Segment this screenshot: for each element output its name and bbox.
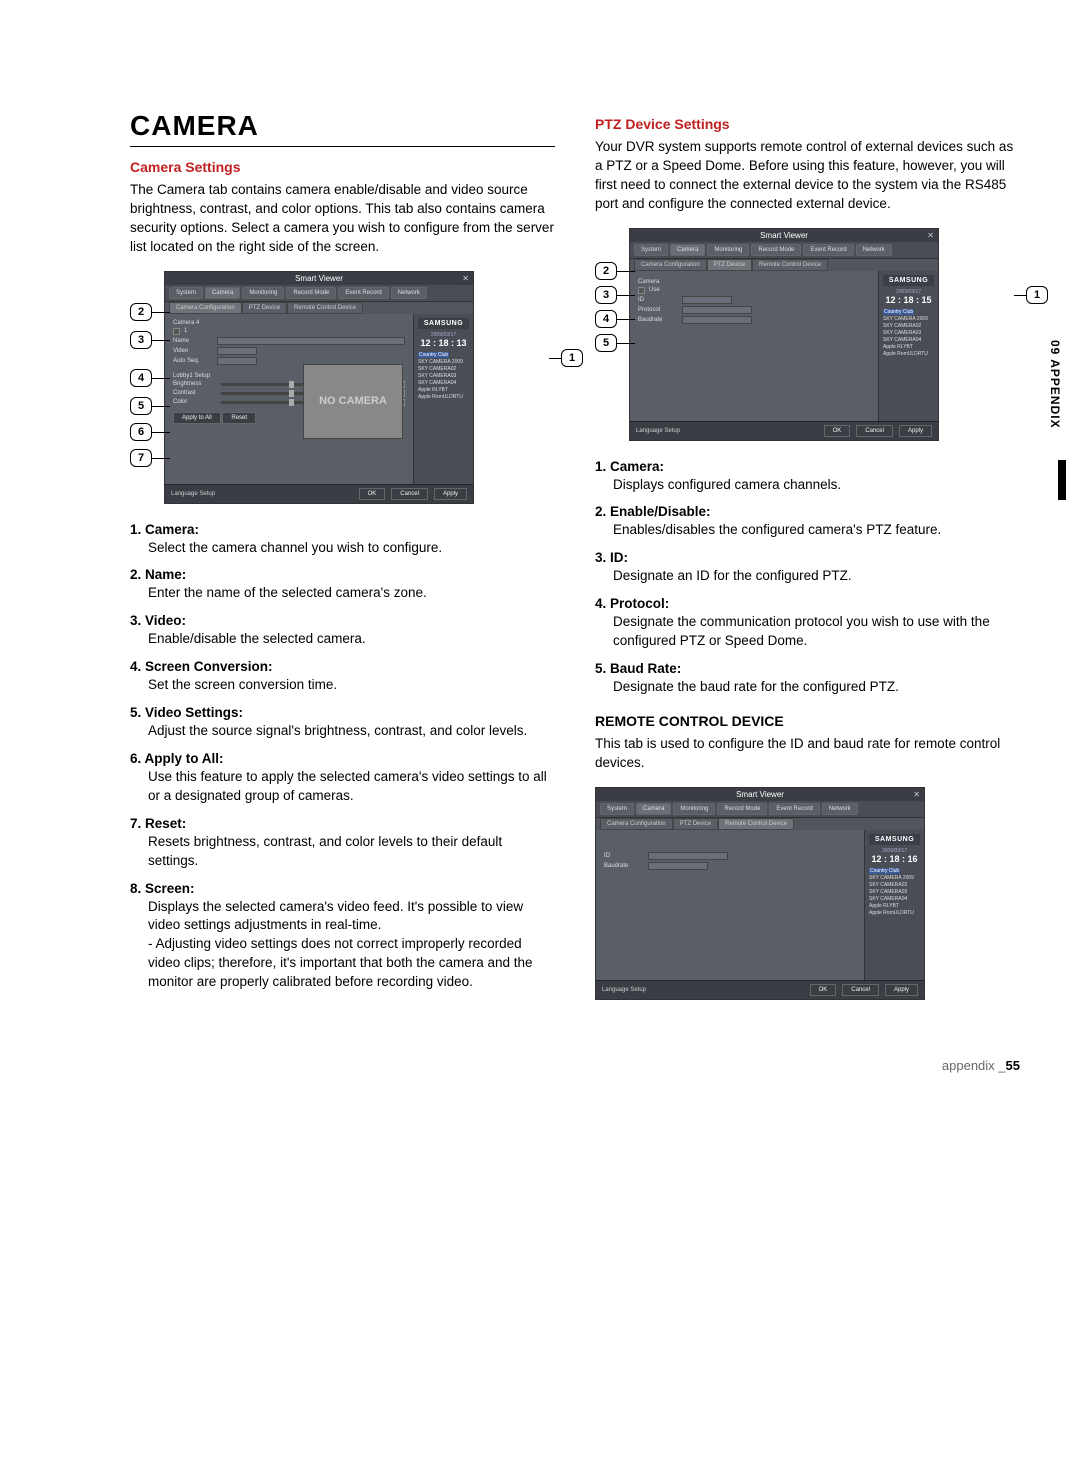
item-4-desc: Set the screen conversion time. <box>148 676 555 695</box>
callout-4: 4 <box>130 369 152 387</box>
ss-title: Smart Viewer <box>295 274 343 283</box>
seq-select[interactable] <box>217 357 257 365</box>
item-3-desc: Enable/disable the selected camera. <box>148 630 555 649</box>
tab-record-mode[interactable]: Record Mode <box>286 287 336 299</box>
reset-button[interactable]: Reset <box>222 412 256 424</box>
remote-screenshot-wrap: Smart Viewer✕ System Camera Monitoring R… <box>595 787 1020 1000</box>
ss-titlebar: Smart Viewer ✕ <box>165 272 473 285</box>
remote-baud-select[interactable] <box>648 862 708 870</box>
pitem-2-label: 2. Enable/Disable: <box>595 504 1020 519</box>
tab-monitoring[interactable]: Monitoring <box>242 287 284 299</box>
close-icon[interactable]: ✕ <box>462 274 469 283</box>
item-5-label: 5. Video Settings: <box>130 705 555 720</box>
ss-footer: Language Setup OK Cancel Apply <box>165 484 473 503</box>
item-2-label: 2. Name: <box>130 567 555 582</box>
appendix-side-label: 09 APPENDIX <box>1048 340 1062 429</box>
item-6-label: 6. Apply to All: <box>130 751 555 766</box>
ptz-screenshot-wrap: Smart Viewer✕ System Camera Monitoring R… <box>595 228 1020 441</box>
callout-3: 3 <box>130 331 152 349</box>
language-setup[interactable]: Language Setup <box>171 491 215 497</box>
ss-tabs: System Camera Monitoring Record Mode Eve… <box>165 285 473 302</box>
callout-p5: 5 <box>595 334 617 352</box>
ss-subtabs: Camera Configuration PTZ Device Remote C… <box>165 302 473 314</box>
pitem-4-label: 4. Protocol: <box>595 596 1020 611</box>
item-8-label: 8. Screen: <box>130 881 555 896</box>
callout-1: 1 <box>561 349 583 367</box>
ss-main: Camera 4 1 Name Video Auto Seq. Lobby1 S… <box>165 314 413 484</box>
remote-screenshot: Smart Viewer✕ System Camera Monitoring R… <box>595 787 925 1000</box>
close-icon[interactable]: ✕ <box>913 790 920 799</box>
ok-button[interactable]: OK <box>359 488 386 500</box>
item-3-label: 3. Video: <box>130 613 555 628</box>
callout-p1: 1 <box>1026 286 1048 304</box>
camera-heading: CAMERA <box>130 110 555 142</box>
item-4-label: 4. Screen Conversion: <box>130 659 555 674</box>
right-column: PTZ Device Settings Your DVR system supp… <box>595 110 1020 1018</box>
page-footer: appendix _55 <box>0 1058 1080 1103</box>
cancel-button[interactable]: Cancel <box>391 488 428 500</box>
pitem-3-label: 3. ID: <box>595 550 1020 565</box>
enable-checkbox[interactable] <box>173 328 180 335</box>
item-1-label: 1. Camera: <box>130 522 555 537</box>
name-input[interactable] <box>217 337 405 345</box>
camera-screenshot-wrap: Smart Viewer ✕ System Camera Monitoring … <box>130 271 555 504</box>
left-column: CAMERA Camera Settings The Camera tab co… <box>130 110 555 1018</box>
item-8-desc: Displays the selected camera's video fee… <box>148 898 555 936</box>
pitem-1-label: 1. Camera: <box>595 459 1020 474</box>
item-2-desc: Enter the name of the selected camera's … <box>148 584 555 603</box>
ss-sidebar: SAMSUNG 2009/03/17 12 : 18 : 13 Country … <box>413 314 473 484</box>
item-1-desc: Select the camera channel you wish to co… <box>148 539 555 558</box>
callout-6: 6 <box>130 423 152 441</box>
no-camera-preview: NO CAMERA <box>303 364 403 439</box>
camera-settings-body: The Camera tab contains camera enable/di… <box>130 181 555 257</box>
subtab-camera-config[interactable]: Camera Configuration <box>169 302 242 314</box>
pitem-5-label: 5. Baud Rate: <box>595 661 1020 676</box>
item-6-desc: Use this feature to apply the selected c… <box>148 768 555 806</box>
ptz-head: PTZ Device Settings <box>595 116 1020 132</box>
apply-button[interactable]: Apply <box>434 488 467 500</box>
tab-system[interactable]: System <box>169 287 203 299</box>
item-5-desc: Adjust the source signal's brightness, c… <box>148 722 555 741</box>
ptz-baud-select[interactable] <box>682 316 752 324</box>
callout-p3: 3 <box>595 286 617 304</box>
appendix-side-mark <box>1058 460 1066 500</box>
callout-7: 7 <box>130 449 152 467</box>
item-7-desc: Resets brightness, contrast, and color l… <box>148 833 555 871</box>
remote-head: REMOTE CONTROL DEVICE <box>595 713 1020 729</box>
ptz-id-input[interactable] <box>682 296 732 304</box>
remote-id-input[interactable] <box>648 852 728 860</box>
camera-settings-head: Camera Settings <box>130 159 555 175</box>
video-select[interactable] <box>217 347 257 355</box>
callout-p4: 4 <box>595 310 617 328</box>
close-icon[interactable]: ✕ <box>927 231 934 240</box>
tab-event-record[interactable]: Event Record <box>338 287 388 299</box>
camera-screenshot: Smart Viewer ✕ System Camera Monitoring … <box>164 271 474 504</box>
brand-logo: SAMSUNG <box>418 318 469 329</box>
callout-5: 5 <box>130 397 152 415</box>
ptz-enable[interactable] <box>638 287 645 294</box>
callout-p2: 2 <box>595 262 617 280</box>
ptz-body: Your DVR system supports remote control … <box>595 138 1020 214</box>
tab-camera[interactable]: Camera <box>205 287 240 299</box>
remote-body: This tab is used to configure the ID and… <box>595 735 1020 773</box>
callout-2: 2 <box>130 303 152 321</box>
ptz-screenshot: Smart Viewer✕ System Camera Monitoring R… <box>629 228 939 441</box>
ptz-protocol-select[interactable] <box>682 306 752 314</box>
subtab-remote[interactable]: Remote Control Device <box>287 302 363 314</box>
item-8-sub: - Adjusting video settings does not corr… <box>148 935 555 992</box>
heading-rule <box>130 146 555 147</box>
tab-network[interactable]: Network <box>391 287 427 299</box>
subtab-ptz[interactable]: PTZ Device <box>242 302 287 314</box>
item-7-label: 7. Reset: <box>130 816 555 831</box>
apply-all-button[interactable]: Apply to All <box>173 412 221 424</box>
